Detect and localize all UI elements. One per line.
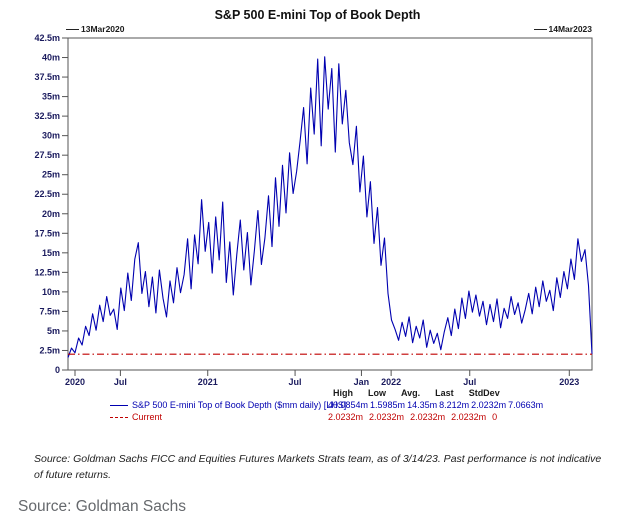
stats-headers: High Low Avg. Last StdDev — [333, 388, 500, 398]
x-tick-label: 2023 — [559, 377, 579, 387]
y-tick-label: 30m — [42, 131, 60, 141]
y-tick-label: 37.5m — [34, 72, 60, 82]
footer-source: Source: Goldman Sachs — [18, 498, 187, 515]
stats-row-1-values: 40.0854m 1.5985m 14.35m 8.212m 2.0232m 7.0663… — [328, 400, 543, 410]
stats-value: 2.0232m — [328, 412, 364, 422]
y-tick-label: 5m — [47, 326, 60, 336]
stats-header-avg: Avg. — [401, 388, 421, 398]
chart-canvas: 0 2.5m 5m 7.5m 10m 12.5m 15m 17.5m 20m 22.5m 25m 27… — [34, 33, 593, 387]
y-tick-label: 40m — [42, 53, 60, 63]
y-tick-label: 20m — [42, 209, 60, 219]
annotation-start-date: 13Mar2020 — [66, 24, 124, 34]
y-tick-label: 15m — [42, 248, 60, 258]
y-tick-label: 42.5m — [34, 33, 60, 43]
annotation-end-date: 14Mar2023 — [533, 24, 592, 34]
annotation-end-text: 14Mar2023 — [548, 24, 592, 34]
x-tick-label: Jul — [114, 377, 127, 387]
blue-line-marker-icon — [110, 404, 128, 406]
stats-value: 2.0232m — [369, 412, 405, 422]
stats-value: 2.0232m — [471, 400, 507, 410]
y-tick-label: 10m — [42, 287, 60, 297]
y-tick-label: 2.5m — [39, 345, 60, 355]
legend-depth-label: S&P 500 E-mini Top of Book Depth ($mm da… — [132, 400, 347, 410]
y-tick-label: 25m — [42, 170, 60, 180]
stats-value: 8.212m — [439, 400, 470, 410]
plot-border — [67, 37, 593, 371]
x-tick-label: Jul — [289, 377, 302, 387]
y-tick-label: 32.5m — [34, 111, 60, 121]
stats-value: 14.35m — [407, 400, 438, 410]
stats-value: 1.5985m — [370, 400, 406, 410]
chart-panel: S&P 500 E-mini Top of Book Depth 13Mar20… — [34, 8, 593, 422]
stats-header-last: Last — [435, 388, 454, 398]
stats-value: 2.0232m — [451, 412, 487, 422]
x-tick-label: Jan — [354, 377, 370, 387]
x-tick-label: 2022 — [381, 377, 401, 387]
stats-value: 2.0232m — [410, 412, 446, 422]
y-tick-label: 7.5m — [39, 306, 60, 316]
chart-source-note: Source: Goldman Sachs FICC and Equities … — [34, 453, 602, 481]
stats-value: 0 — [492, 412, 498, 422]
stats-header-low: Low — [368, 388, 386, 398]
y-tick-label: 0 — [55, 365, 60, 375]
red-dashdot-marker-icon — [110, 416, 128, 418]
legend-current-label: Current — [132, 412, 163, 422]
legend-current-series: Current — [110, 412, 162, 422]
annotation-start-text: 13Mar2020 — [81, 24, 125, 34]
stats-row-2-values: 2.0232m 2.0232m 2.0232m 2.0232m 0 — [328, 412, 497, 422]
chart-title: S&P 500 E-mini Top of Book Depth — [214, 8, 421, 22]
y-tick-label: 17.5m — [34, 228, 60, 238]
legend-depth-series: S&P 500 E-mini Top of Book Depth ($mm da… — [110, 400, 346, 410]
y-tick-label: 35m — [42, 92, 60, 102]
stats-header-high: High — [333, 388, 353, 398]
x-tick-label: 2020 — [65, 377, 85, 387]
y-tick-label: 27.5m — [34, 150, 60, 160]
annotation-line-icon — [66, 28, 79, 30]
y-tick-label: 12.5m — [34, 267, 60, 277]
stats-value: 40.0854m — [328, 400, 369, 410]
x-tick-label: Jul — [463, 377, 476, 387]
annotation-line-icon — [533, 28, 547, 30]
stats-header-stddev: StdDev — [468, 388, 500, 398]
depth-series-line — [67, 56, 593, 358]
x-tick-label: 2021 — [198, 377, 218, 387]
stats-value: 7.0663m — [508, 400, 544, 410]
y-tick-label: 22.5m — [34, 189, 60, 199]
